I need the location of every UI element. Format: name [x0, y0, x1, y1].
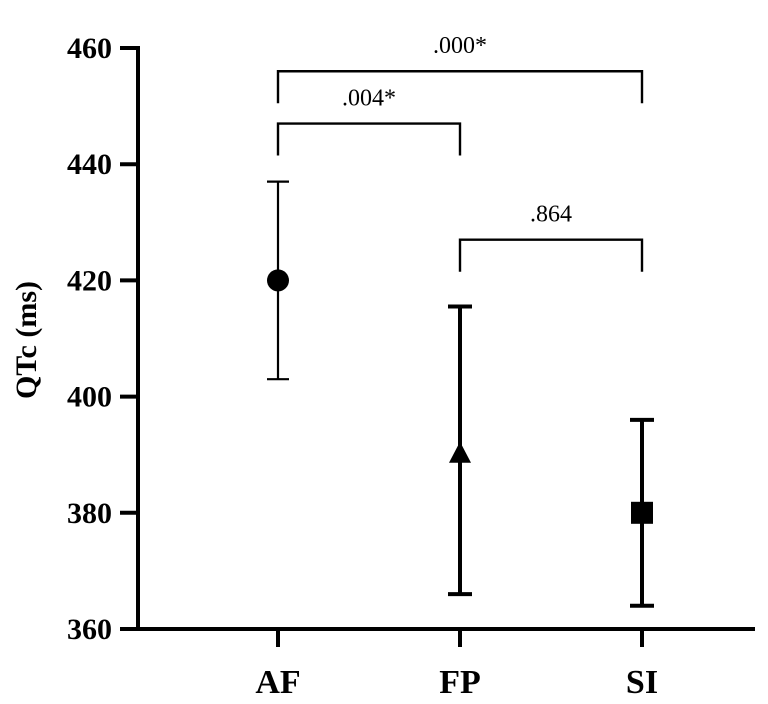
y-ticks: 360 380 400 420 440 460 — [67, 32, 138, 646]
x-category-label: FP — [439, 664, 481, 701]
y-tick-label: 380 — [67, 497, 112, 530]
y-tick-label: 400 — [67, 381, 112, 414]
y-tick-label: 440 — [67, 148, 112, 181]
significance-bracket — [276, 122, 462, 156]
mean-marker-triangle — [449, 441, 471, 463]
axes — [136, 46, 755, 631]
y-tick-label: 460 — [67, 32, 112, 65]
markers — [267, 269, 653, 524]
p-value-label: .864 — [530, 202, 572, 228]
significance-bracket — [276, 70, 644, 104]
x-category-label: SI — [626, 664, 658, 701]
x-category-label: AF — [255, 664, 300, 701]
p-value-label: .004* — [342, 86, 396, 112]
y-tick-label: 360 — [67, 613, 112, 646]
mean-marker-square — [631, 501, 653, 524]
x-category-labels: AF FP SI — [255, 629, 658, 701]
significance-brackets: .000* .004* .864 — [276, 33, 644, 272]
mean-marker-circle — [267, 269, 289, 292]
p-value-label: .000* — [433, 33, 487, 59]
y-tick-label: 420 — [67, 264, 112, 297]
y-axis-title: QTc (ms) — [10, 281, 43, 399]
significance-bracket — [458, 238, 644, 272]
